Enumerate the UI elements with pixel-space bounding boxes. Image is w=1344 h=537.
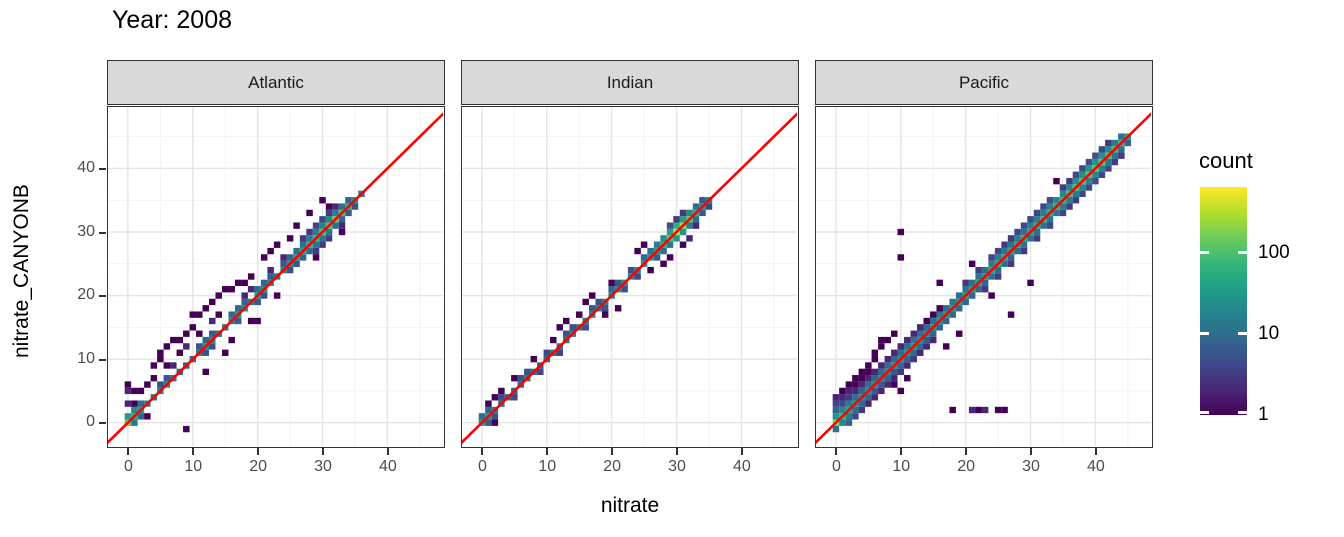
x-tick-mark [192,448,195,455]
legend-tick-mark [1238,332,1247,336]
x-tick-label: 0 [123,458,133,475]
facet-strip-pacific: Pacific [815,60,1153,105]
legend-tick-label: 10 [1258,322,1280,344]
y-tick-mark [99,295,106,298]
legend-tick-mark [1238,410,1247,414]
x-tick-mark [127,448,130,455]
panel-indian [461,106,799,448]
x-tick-mark [1030,448,1033,455]
legend-tick-label: 100 [1258,241,1290,263]
x-tick-label: 40 [379,458,397,475]
y-tick-label: 20 [77,286,95,304]
y-tick-label: 10 [77,349,95,367]
y-tick-label: 30 [77,222,95,240]
x-tick-label: 30 [314,458,332,475]
x-tick-label: 40 [733,458,751,475]
x-tick-label: 30 [668,458,686,475]
panel-pacific [815,106,1153,448]
x-tick-mark [481,448,484,455]
y-tick-label: 40 [77,158,95,176]
identity-line [108,112,443,445]
x-tick-mark [1094,448,1097,455]
x-tick-mark [386,448,389,455]
x-tick-mark [546,448,549,455]
y-tick-mark [99,231,106,234]
legend-tick-label: 1 [1258,404,1269,425]
x-tick-label: 10 [892,458,911,475]
panel-canvas [816,107,1151,446]
facet-strip-indian: Indian [461,60,799,105]
x-tick-label: 20 [603,458,622,475]
x-tick-label: 10 [538,458,557,475]
y-tick-mark [99,167,106,170]
x-tick-label: 10 [184,458,203,475]
x-tick-mark [835,448,838,455]
x-tick-label: 20 [249,458,268,475]
y-tick-mark [99,422,106,425]
x-axis-title: nitrate [600,494,660,517]
legend-colorbar [1200,187,1247,415]
panel-atlantic [107,106,445,448]
legend-tick-mark [1200,410,1209,414]
panel-canvas [108,107,443,446]
legend-tick-mark [1238,251,1247,254]
x-tick-label: 0 [477,458,487,475]
x-tick-label: 20 [957,458,976,475]
x-tick-mark [965,448,968,455]
legend-tick-mark [1200,251,1209,254]
identity-line [462,112,797,445]
plot-title: Year: 2008 [112,6,233,34]
y-axis-title: nitrate_CANYONB [10,184,33,358]
y-tick-label: 0 [86,413,95,431]
x-tick-label: 0 [831,458,841,475]
legend-title: count [1199,148,1253,173]
legend-tick-mark [1200,332,1209,336]
identity-line [816,112,1151,445]
facet-strip-atlantic: Atlantic [107,60,445,105]
x-tick-mark [676,448,679,455]
x-tick-mark [740,448,743,455]
x-tick-mark [322,448,325,455]
y-tick-mark [99,358,106,361]
x-tick-mark [257,448,260,455]
panel-canvas [462,107,797,446]
x-tick-mark [611,448,614,455]
x-tick-label: 40 [1087,458,1105,475]
x-tick-mark [900,448,903,455]
x-tick-label: 30 [1022,458,1040,475]
